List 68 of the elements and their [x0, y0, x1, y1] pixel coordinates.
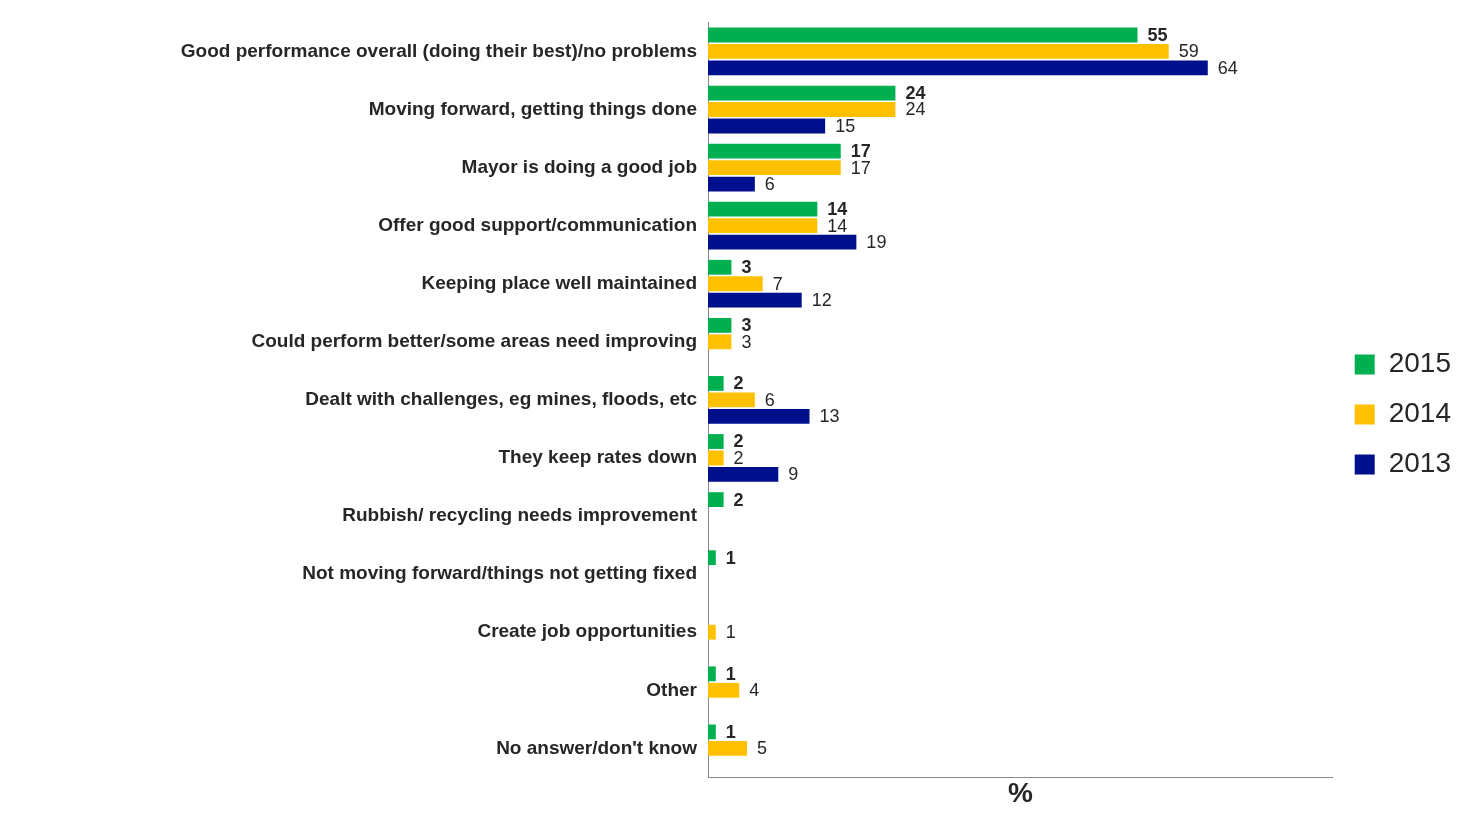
- data-label: 9: [788, 464, 799, 485]
- bar: [708, 740, 748, 756]
- legend-label: 2013: [1388, 447, 1452, 479]
- data-label: 3: [741, 257, 752, 278]
- data-label: 2: [733, 489, 744, 510]
- legend-label: 2014: [1388, 397, 1452, 429]
- bar: [708, 550, 716, 566]
- bar: [708, 317, 732, 333]
- bar: [708, 160, 841, 175]
- y-tick-label: Moving forward, getting things done: [368, 97, 697, 119]
- bar: [708, 234, 857, 250]
- bar: [708, 408, 810, 424]
- data-label: 1: [725, 663, 736, 684]
- data-label: 13: [819, 406, 840, 427]
- data-label: 19: [866, 232, 887, 253]
- y-tick-label: No answer/don't know: [496, 736, 698, 758]
- bar: [708, 376, 724, 391]
- y-tick-label: They keep rates down: [498, 446, 697, 468]
- bar: [708, 492, 724, 507]
- y-tick-label: Good performance overall (doing their best)/no problems: [180, 39, 697, 61]
- data-label: 59: [1178, 41, 1199, 62]
- data-label: 15: [835, 115, 856, 136]
- bar: [708, 60, 1208, 76]
- data-label: 64: [1217, 57, 1238, 78]
- bar: [708, 218, 818, 234]
- bar: [708, 85, 896, 101]
- data-label: 4: [749, 680, 760, 701]
- legend-label: 2015: [1388, 347, 1452, 379]
- bar: [708, 624, 716, 640]
- bar: [708, 724, 716, 740]
- data-label: 7: [772, 273, 783, 294]
- data-label: 1: [725, 721, 736, 742]
- data-label: 1: [725, 622, 736, 643]
- y-tick-label: Dealt with challenges, eg mines, floods, etc: [305, 388, 698, 410]
- bar: [708, 143, 841, 159]
- y-tick-label: Keeping place well maintained: [421, 271, 697, 293]
- bar: [708, 334, 732, 350]
- y-tick-label: Offer good support/communication: [378, 213, 697, 235]
- data-label: 55: [1147, 24, 1168, 45]
- data-label: 5: [757, 738, 768, 759]
- y-tick-label: Not moving forward/things not getting fixed: [302, 562, 697, 584]
- y-tick-label: Create job opportunities: [477, 620, 697, 642]
- y-tick-label: Mayor is doing a good job: [461, 155, 697, 177]
- bar: [708, 259, 732, 275]
- y-tick-label: Rubbish/ recycling needs improvement: [342, 504, 698, 526]
- bar: [708, 450, 724, 466]
- y-tick-label: Could perform better/some areas need improving: [251, 330, 697, 352]
- bar: [708, 176, 755, 192]
- data-label: 1: [725, 547, 736, 568]
- bar: [708, 102, 896, 117]
- bar: [708, 434, 724, 449]
- bar: [708, 666, 716, 682]
- data-label: 6: [764, 389, 775, 410]
- bar: [708, 276, 763, 292]
- bar: [708, 682, 740, 698]
- bar: [708, 27, 1138, 43]
- x-axis-title: %: [1007, 776, 1033, 808]
- bar: [708, 392, 755, 408]
- data-label: 6: [764, 174, 775, 195]
- data-label: 12: [811, 290, 832, 311]
- data-label: 24: [905, 99, 926, 120]
- data-label: 2: [733, 373, 744, 394]
- bar: [708, 44, 1169, 59]
- bar: [708, 201, 818, 217]
- bar: [708, 292, 802, 308]
- y-tick-label: Other: [646, 678, 698, 700]
- bar: [708, 118, 826, 134]
- bar: [708, 467, 779, 482]
